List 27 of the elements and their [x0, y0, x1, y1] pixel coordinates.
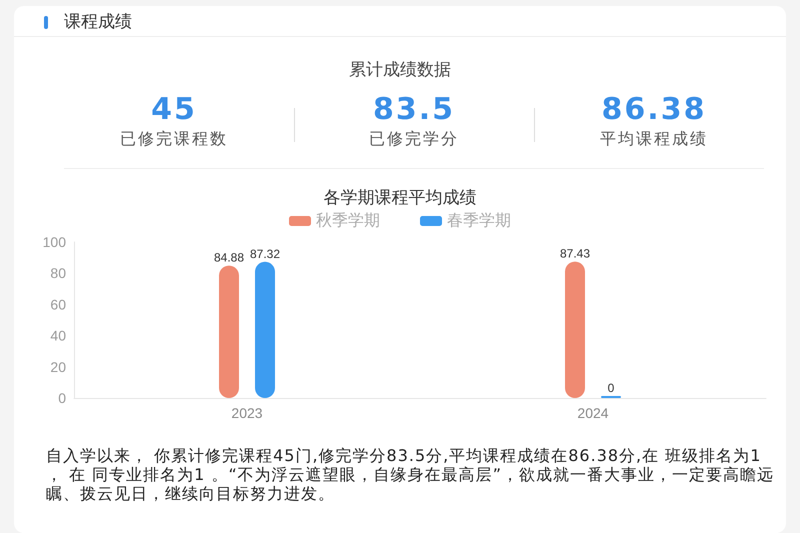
y-tick-label: 60 [50, 296, 66, 312]
y-tick-label: 80 [50, 265, 66, 282]
text: 自入学以来， 你累计修完课程45门,修完学分83.5分,平均课程成绩在86.38分,在 班级排名为1 ， 在 同专业排名为1 。“不为浮云遮望眼，自缘身在最高层”，欲成就一番大事业，一定要高瞻远瞩、拨云见日，继续向目标努力进发。 [46, 446, 776, 503]
data-label: 87.32 [250, 246, 280, 261]
bar [255, 262, 275, 398]
data-label: 0 [608, 381, 615, 395]
y-tick-label: 0 [58, 390, 66, 406]
y-tick-label: 40 [50, 328, 66, 344]
text: 累计成绩数据 [348, 59, 452, 81]
x-tick-label: 2024 [577, 405, 609, 421]
category-label: 已修完课程数 [119, 129, 229, 150]
y-tick-label: 20 [50, 358, 66, 375]
data-label: 83.5 [372, 92, 456, 127]
legend-label: 春季学期 [447, 212, 511, 230]
data-label: 87.43 [560, 246, 590, 261]
bar [565, 262, 585, 398]
data-label: 86.38 [600, 92, 708, 127]
category-label: 已修完学分 [368, 129, 460, 150]
bar [219, 266, 239, 398]
x-tick-label: 2023 [231, 405, 263, 421]
chart-title: 各学期课程平均成绩 [324, 188, 476, 207]
data-label: 45 [150, 92, 198, 127]
category-label: 平均课程成绩 [599, 129, 709, 150]
text: 课程成绩 [64, 11, 132, 33]
y-tick-label: 100 [42, 234, 66, 250]
data-label: 84.88 [214, 250, 244, 265]
legend-label: 秋季学期 [316, 212, 380, 230]
